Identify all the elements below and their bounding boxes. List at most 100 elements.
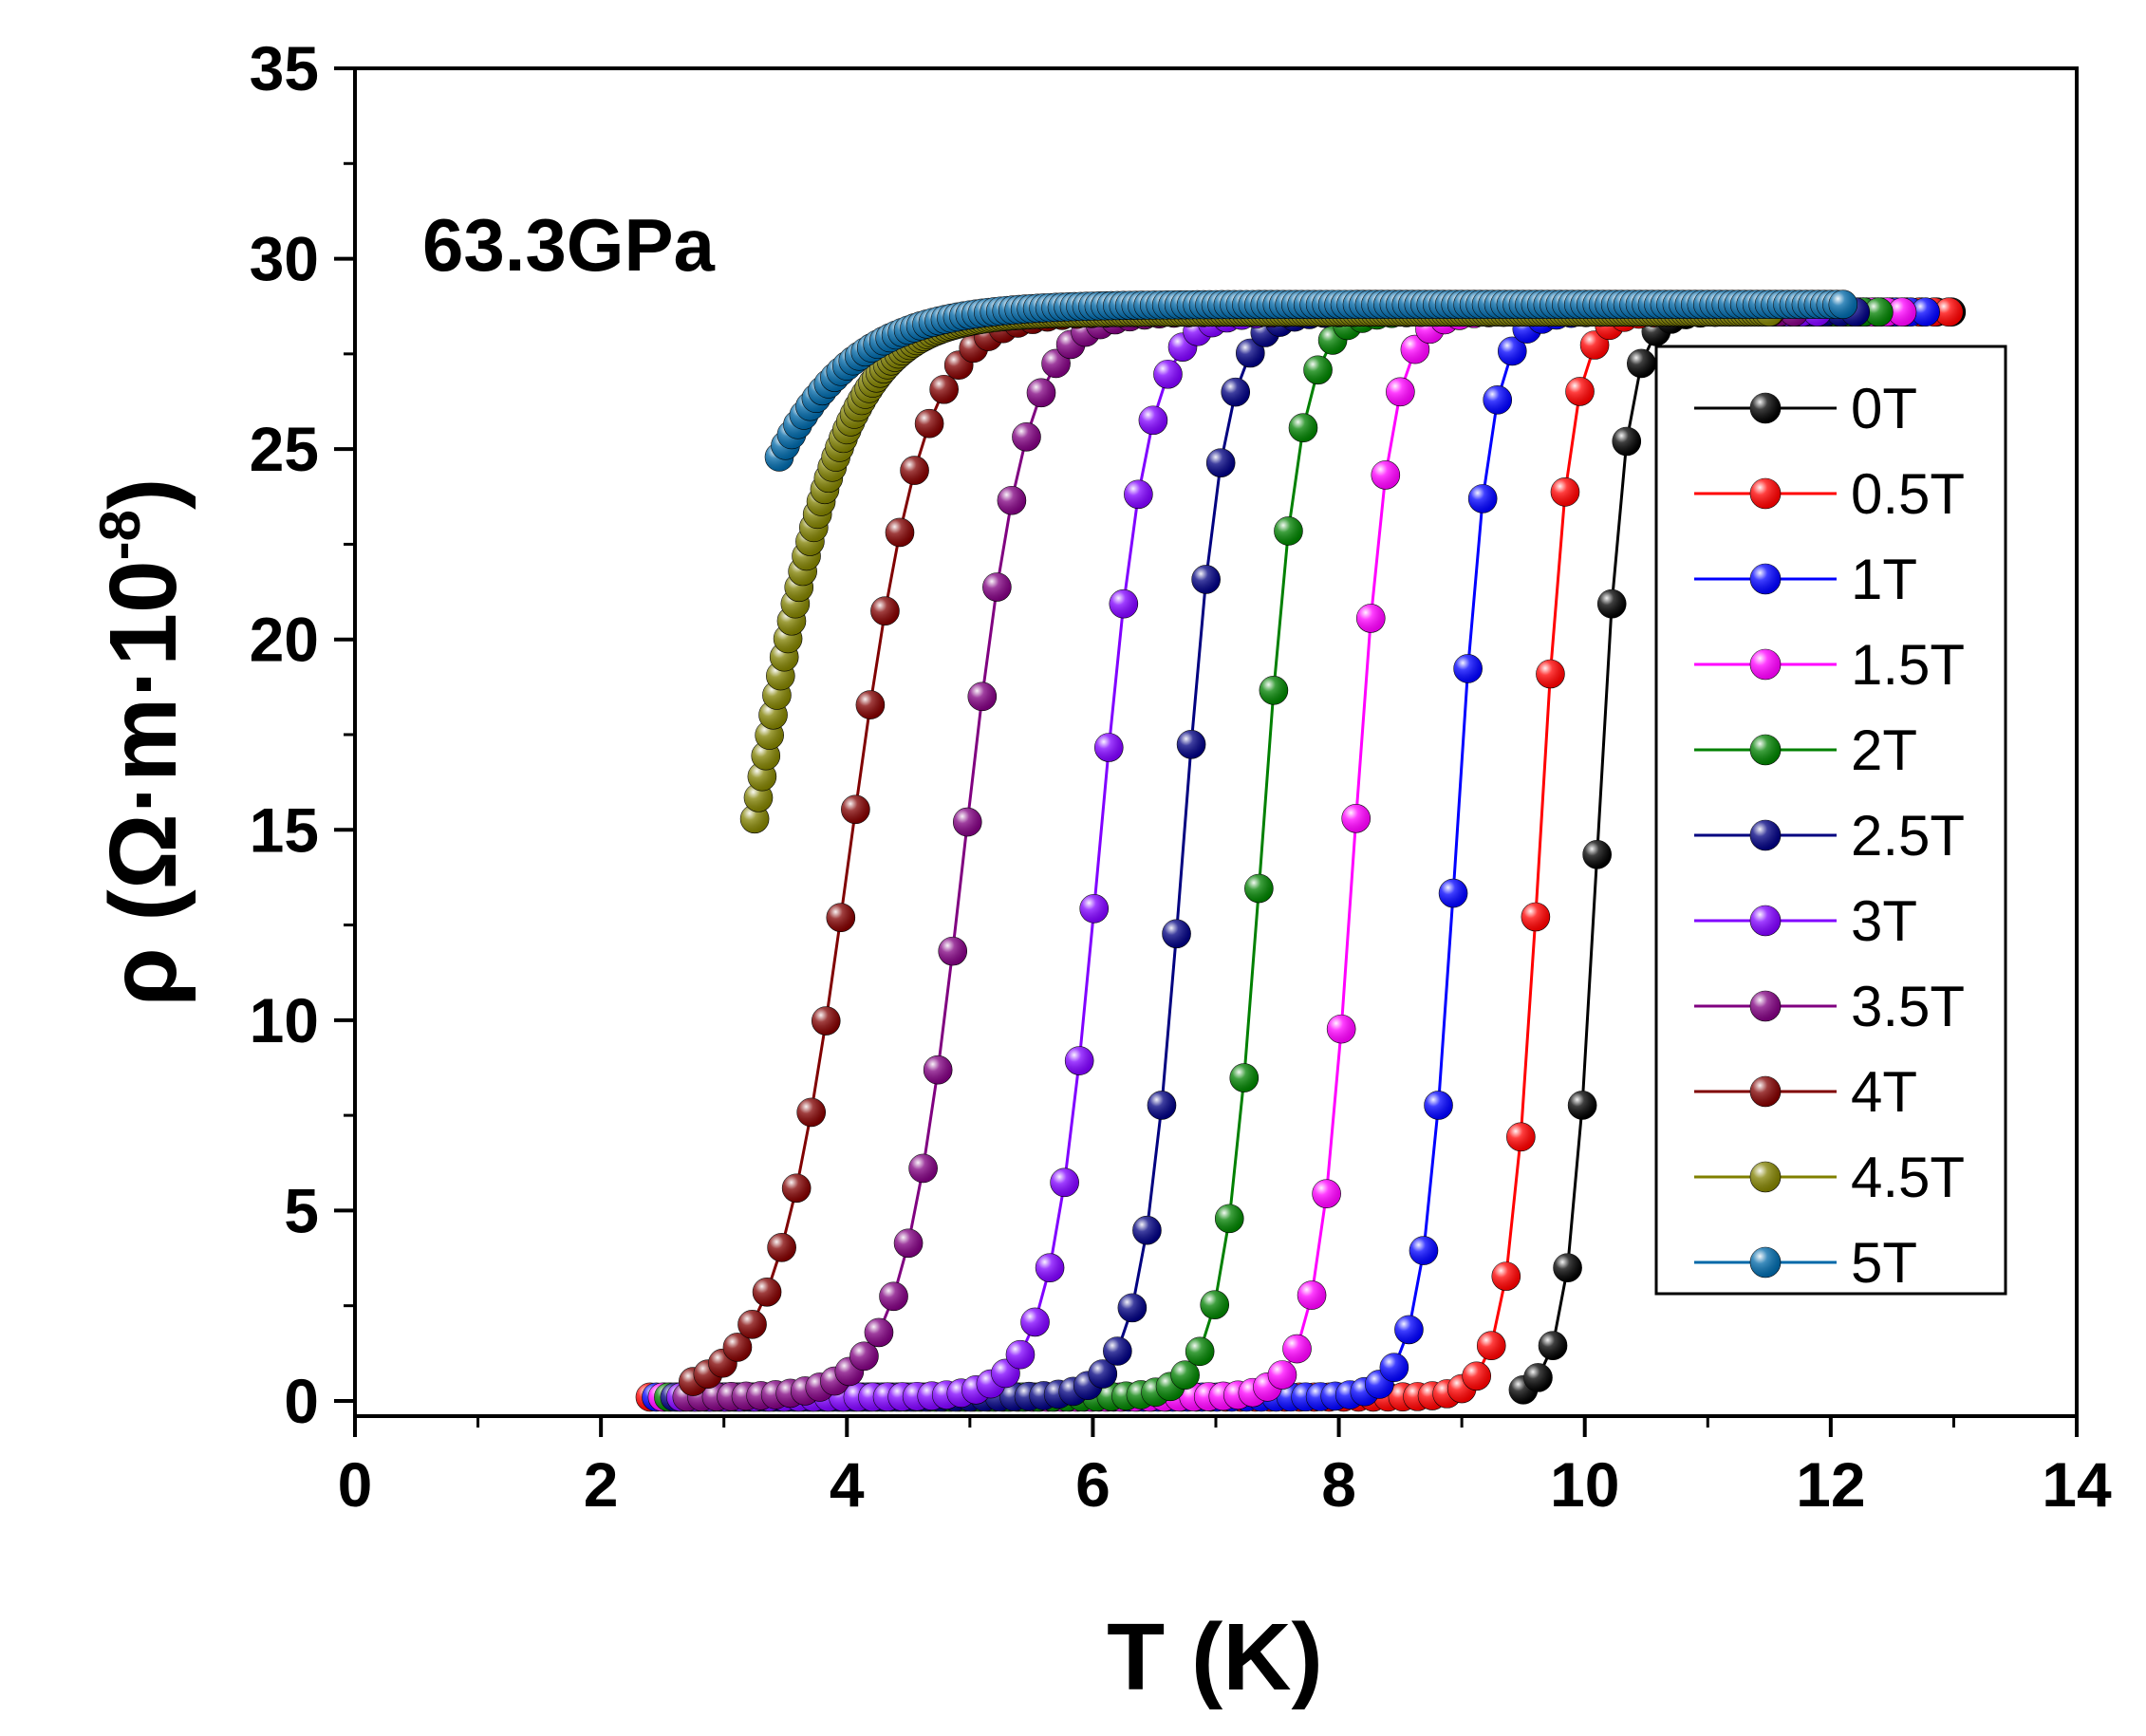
data-point-highlight: [1094, 733, 1124, 762]
data-point-highlight: [1036, 1253, 1065, 1282]
data-point-highlight: [1327, 1015, 1356, 1044]
data-point-highlight: [1124, 479, 1153, 509]
data-point-highlight: [1147, 1091, 1176, 1120]
data-point-highlight: [1462, 1361, 1491, 1391]
y-tick-label: 25: [250, 414, 319, 484]
legend-label: 3T: [1851, 889, 1917, 953]
data-point-highlight: [1523, 1363, 1553, 1392]
data-point-highlight: [1297, 1280, 1327, 1310]
data-point-highlight: [1424, 1091, 1453, 1120]
data-point-highlight: [737, 1310, 767, 1339]
legend-marker-highlight: [1750, 1247, 1781, 1278]
data-point-highlight: [1612, 426, 1641, 456]
legend-entry: 1T: [1694, 548, 1917, 611]
data-point-highlight: [1371, 460, 1400, 490]
legend-entry: 0T: [1694, 377, 1917, 440]
legend-marker-highlight: [1750, 649, 1781, 680]
data-point-highlight: [938, 937, 967, 966]
data-point-highlight: [1221, 378, 1250, 407]
data-point-highlight: [1267, 1360, 1297, 1390]
legend-entry: 4T: [1694, 1060, 1917, 1124]
x-axis: 0 2 4 6 8 10 12 14: [338, 1416, 2112, 1520]
data-point-highlight: [894, 1228, 924, 1258]
x-tick-label: 0: [338, 1449, 373, 1520]
data-point-highlight: [1170, 1360, 1200, 1390]
data-point-highlight: [1565, 377, 1595, 406]
legend-entry: 1.5T: [1694, 633, 1965, 697]
data-point-highlight: [1536, 660, 1565, 689]
data-point-highlight: [864, 1317, 893, 1347]
data-point-highlight: [1132, 1216, 1162, 1245]
data-point-highlight: [1409, 1236, 1438, 1265]
data-point-highlight: [1597, 589, 1627, 619]
data-point-highlight: [849, 1341, 879, 1371]
data-point-highlight: [841, 794, 870, 824]
data-point-highlight: [1177, 730, 1206, 759]
data-point-highlight: [1200, 1290, 1229, 1319]
data-point-highlight: [1020, 1307, 1050, 1336]
data-point-highlight: [1206, 448, 1236, 477]
data-point-highlight: [1477, 1331, 1506, 1360]
data-point-highlight: [1012, 422, 1041, 452]
legend-marker-highlight: [1750, 735, 1781, 765]
data-point-highlight: [1282, 1335, 1312, 1364]
data-point-highlight: [1005, 1340, 1035, 1370]
data-point-highlight: [1274, 516, 1303, 546]
data-point-highlight: [908, 1153, 938, 1183]
series-layer: [635, 289, 1967, 1412]
data-point-highlight: [1550, 477, 1579, 507]
data-point-highlight: [1491, 1261, 1521, 1291]
data-point-highlight: [1162, 919, 1191, 948]
data-point-highlight: [1934, 297, 1964, 327]
x-axis-title: T (K): [1107, 1604, 1323, 1710]
legend-entry: 2T: [1694, 719, 1917, 782]
x-tick-label: 4: [830, 1449, 865, 1520]
data-point-highlight: [782, 1173, 812, 1203]
data-point-highlight: [1453, 654, 1483, 683]
legend-entry: 0.5T: [1694, 462, 1965, 526]
pressure-annotation: 63.3GPa: [422, 203, 716, 287]
data-point-highlight: [1828, 289, 1857, 319]
x-tick-label: 6: [1075, 1449, 1110, 1520]
x-tick-label: 14: [2042, 1449, 2112, 1520]
data-point-highlight: [900, 456, 929, 485]
data-point-highlight: [1229, 1063, 1259, 1092]
data-point-highlight: [924, 1055, 953, 1085]
data-point-highlight: [1498, 336, 1527, 365]
data-point-highlight: [1312, 1179, 1341, 1208]
data-point-highlight: [812, 1006, 841, 1036]
data-point-highlight: [1109, 589, 1138, 619]
data-point-highlight: [1521, 902, 1550, 931]
data-point-highlight: [1288, 413, 1317, 442]
data-point-highlight: [1468, 484, 1498, 513]
y-tick-label: 5: [284, 1175, 319, 1245]
data-point-highlight: [1386, 377, 1415, 406]
legend-entry: 3T: [1694, 889, 1917, 953]
legend-entry: 3.5T: [1694, 975, 1965, 1038]
data-point-highlight: [982, 572, 1012, 602]
data-point-highlight: [1341, 804, 1371, 833]
series-5T: [764, 289, 1858, 472]
data-point-highlight: [1553, 1253, 1582, 1282]
legend-label: 1T: [1851, 548, 1917, 611]
data-point-highlight: [740, 804, 770, 833]
data-point-highlight: [1088, 1359, 1117, 1389]
data-point-highlight: [1400, 335, 1429, 364]
data-point-highlight: [796, 1097, 826, 1127]
y-axis-title: ρ (Ω·m·10-8): [88, 478, 196, 1007]
data-point-highlight: [1506, 1122, 1536, 1151]
series-line: [681, 310, 1818, 1399]
y-axis-title-main: ρ (Ω·m·10: [90, 560, 196, 1006]
series-line: [753, 310, 1770, 820]
data-point-highlight: [1394, 1315, 1424, 1344]
data-point-highlight: [879, 1281, 908, 1311]
legend-label: 0T: [1851, 377, 1917, 440]
data-point-highlight: [1050, 1167, 1079, 1197]
data-point-highlight: [953, 808, 982, 837]
data-point-highlight: [915, 409, 944, 439]
data-point-highlight: [1191, 565, 1221, 594]
series-line: [686, 310, 1794, 1399]
data-point-highlight: [870, 596, 900, 625]
legend-marker-highlight: [1750, 564, 1781, 594]
